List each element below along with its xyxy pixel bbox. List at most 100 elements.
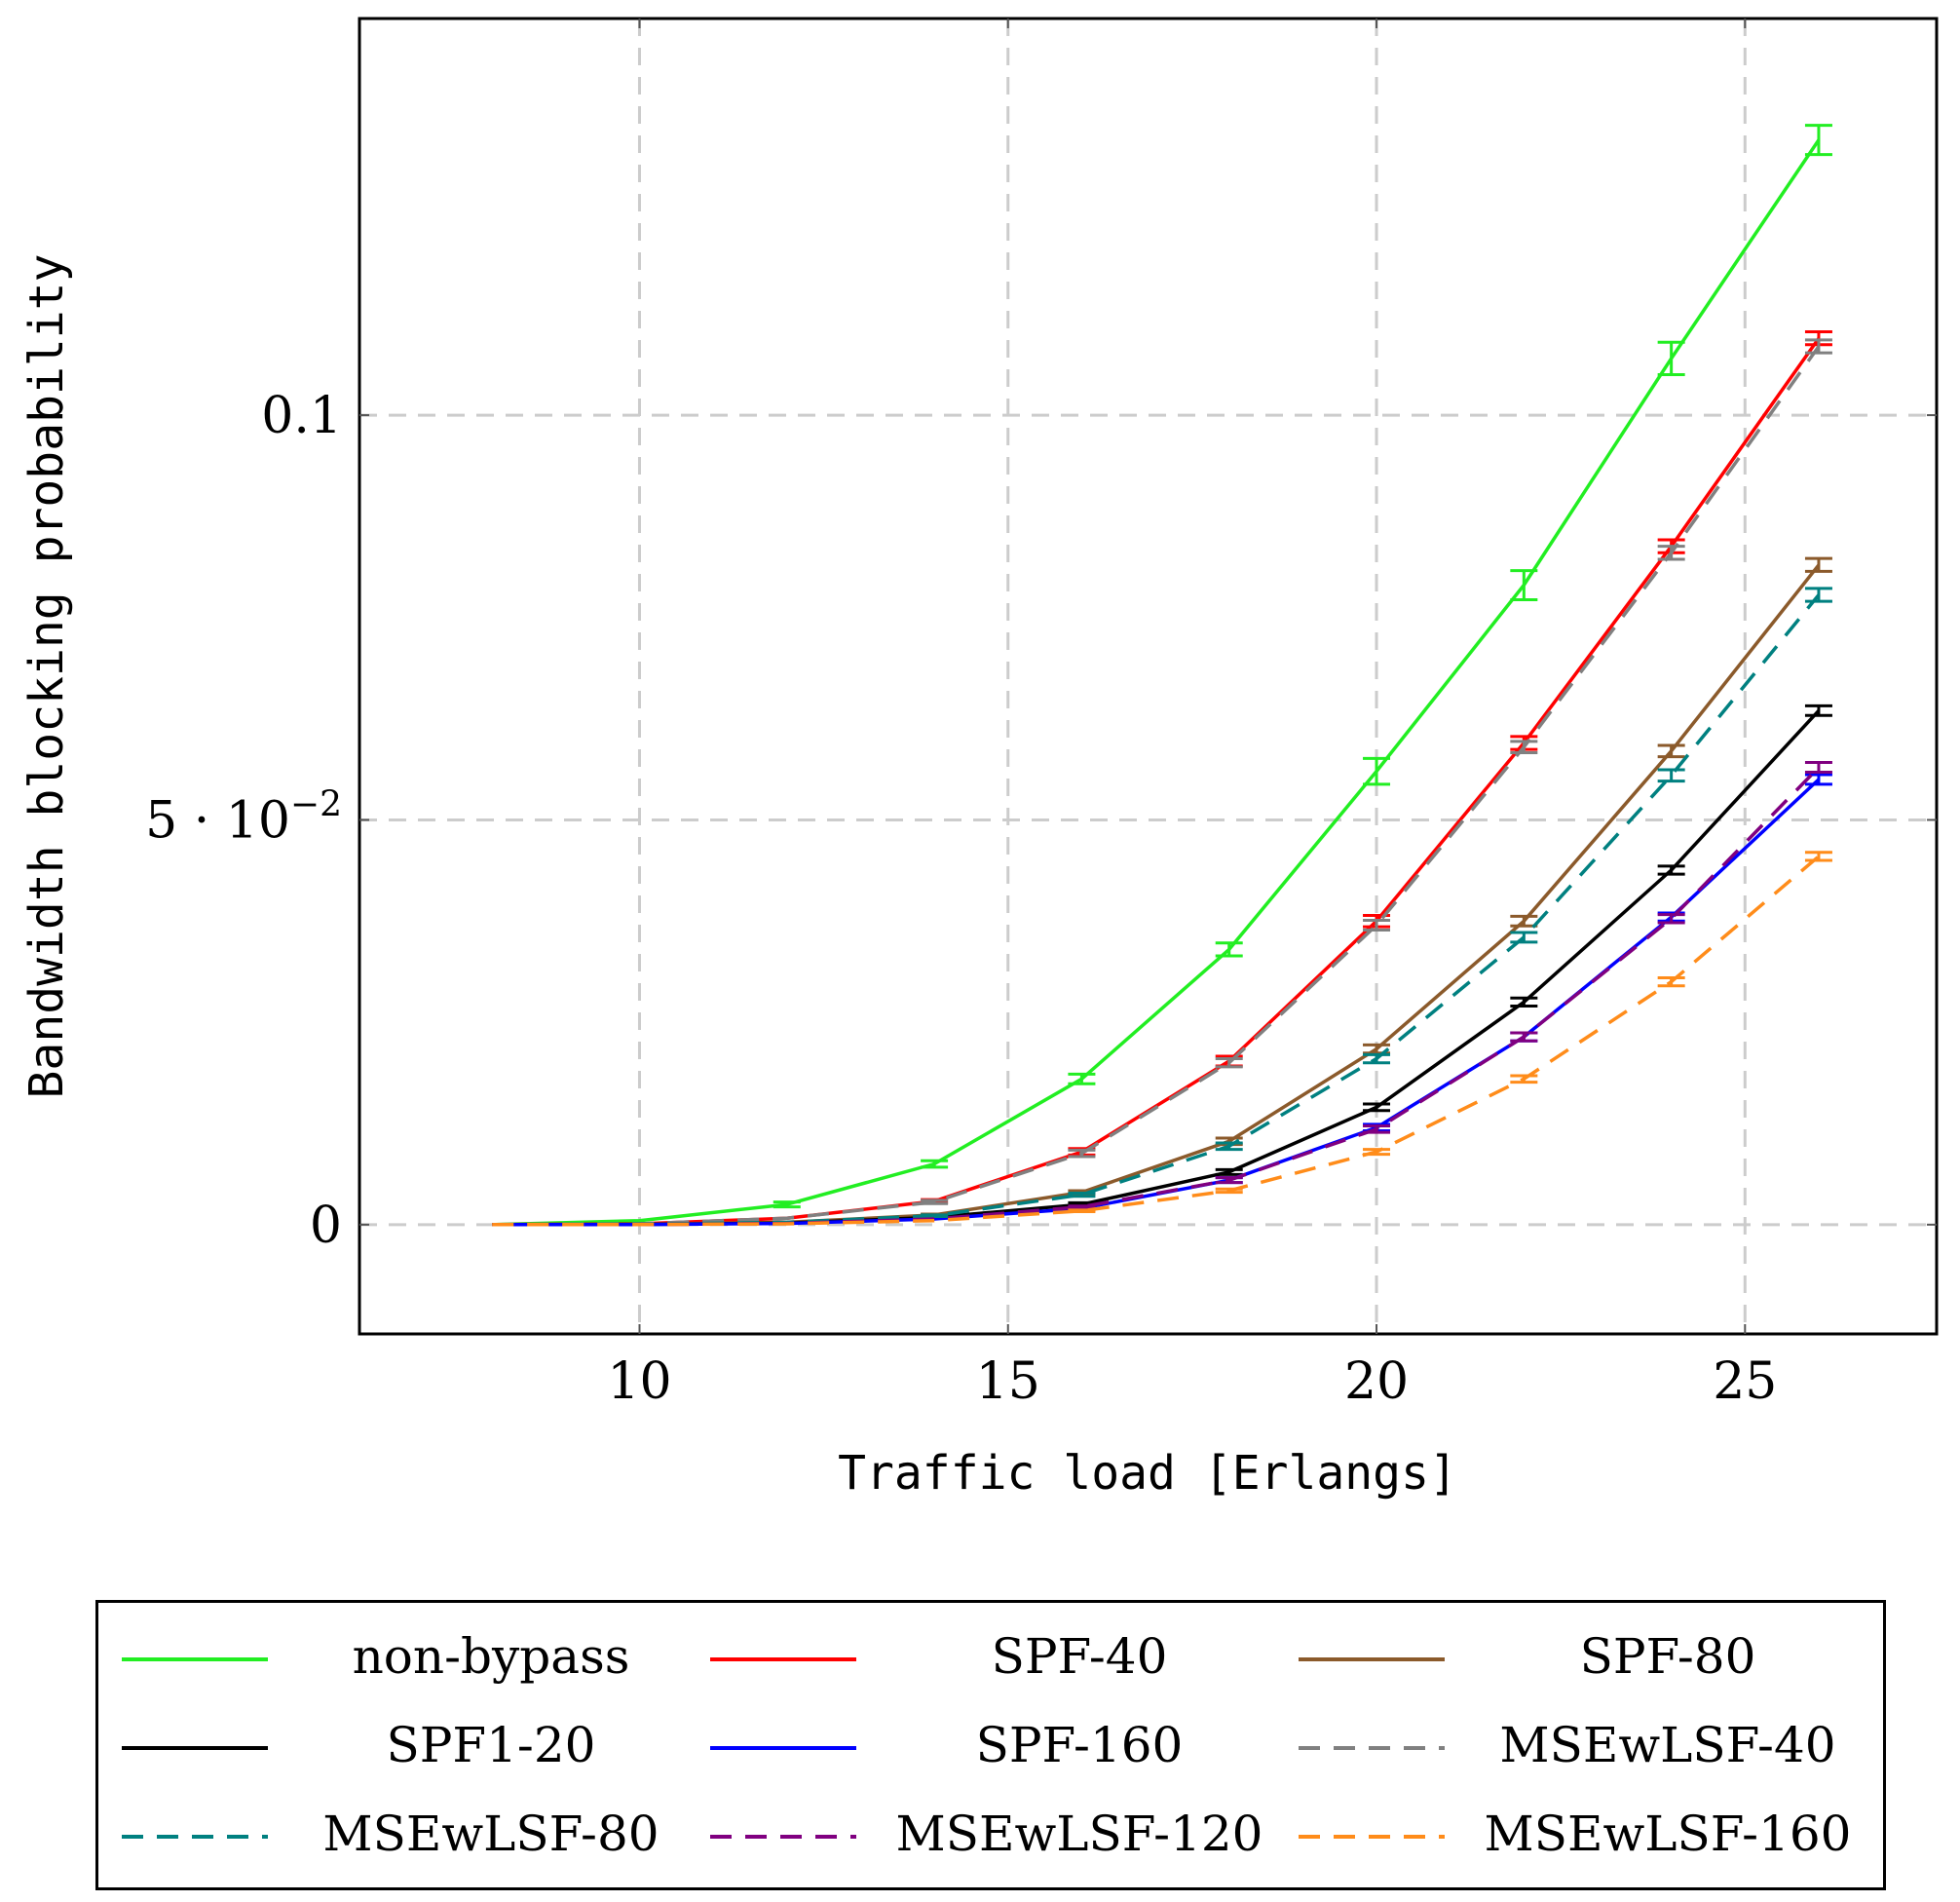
axis-ticks: 10 15 20 25 0 5 · 10−2 0.1 (145, 19, 1937, 1411)
error-bar (1804, 124, 1832, 157)
plot-frame (358, 17, 1939, 1336)
legend-item: SPF1-20 (108, 1701, 697, 1790)
error-bar (1657, 340, 1685, 377)
error-bar (1215, 1141, 1243, 1152)
error-bar (1804, 587, 1832, 603)
error-bar (1068, 1191, 1096, 1198)
series-MSEwLSF-40 (492, 338, 1832, 1227)
error-bar (1215, 1187, 1243, 1195)
series-SPF-160 (492, 773, 1832, 1227)
legend-item: SPF-160 (697, 1701, 1285, 1790)
y-axis-label: Bandwidth blocking probability (19, 254, 74, 1099)
legend-swatch (122, 1740, 268, 1750)
legend-item: MSEwLSF-80 (108, 1789, 697, 1878)
y-tick-label: 5 · 10−2 (145, 784, 342, 850)
error-bar (921, 1198, 949, 1205)
error-bar (1068, 1148, 1096, 1159)
error-bar (921, 1213, 949, 1219)
error-bar (1804, 338, 1832, 355)
series-SPF-80 (492, 556, 1832, 1227)
error-bar (1510, 931, 1538, 944)
error-bar (1657, 913, 1685, 925)
legend-swatch (1299, 1829, 1445, 1839)
legend-label: SPF1-20 (386, 1716, 596, 1773)
series-line (492, 138, 1821, 1227)
error-bar (1215, 941, 1243, 958)
error-bar (1363, 1052, 1391, 1065)
error-bar (1363, 1102, 1391, 1113)
legend-label: MSEwLSF-40 (1499, 1716, 1836, 1773)
error-bar (1363, 756, 1391, 786)
error-bar (1363, 1148, 1391, 1157)
error-bar (1510, 569, 1538, 601)
error-bar (1804, 851, 1832, 862)
legend-item: MSEwLSF-120 (697, 1789, 1285, 1878)
legend-label: MSEwLSF-160 (1484, 1805, 1852, 1862)
legend-item: SPF-80 (1285, 1613, 1873, 1701)
error-bar (1804, 704, 1832, 717)
error-bar (1363, 918, 1391, 932)
x-axis-label: Traffic load [Erlangs] (838, 1446, 1457, 1501)
x-tick-label: 10 (607, 1352, 671, 1411)
series-SPF1-20 (492, 704, 1832, 1227)
error-bar (773, 1200, 801, 1209)
legend-label: MSEwLSF-120 (895, 1805, 1263, 1862)
error-bar (1804, 556, 1832, 573)
error-bar (1657, 768, 1685, 783)
legend-swatch (1299, 1740, 1445, 1750)
legend-item: MSEwLSF-40 (1285, 1701, 1873, 1790)
y-tick-label-text: 0.1 (261, 387, 342, 445)
error-bar (1657, 545, 1685, 561)
error-bar (1215, 1176, 1243, 1185)
series-line (492, 766, 1821, 1227)
legend-label: SPF-160 (975, 1716, 1184, 1773)
legend-swatch (1299, 1652, 1445, 1662)
legend-item: MSEwLSF-160 (1285, 1789, 1873, 1878)
series-MSEwLSF-160 (492, 851, 1832, 1227)
series-line (492, 593, 1821, 1227)
grid-lines (359, 19, 1937, 1334)
x-tick-label: 25 (1713, 1352, 1777, 1411)
error-bar (1363, 1123, 1391, 1134)
series-non-bypass (492, 124, 1832, 1227)
chart: 10 15 20 25 0 5 · 10−2 0.1 Traffic load [Erlan… (19, 17, 1939, 1501)
x-tick-label: 20 (1344, 1352, 1409, 1411)
legend-swatch (710, 1740, 856, 1750)
legend-label: MSEwLSF-80 (322, 1805, 660, 1862)
plot-series (492, 124, 1832, 1227)
error-bar (1215, 1167, 1243, 1176)
legend: non-bypass SPF-40 SPF-80 SPF1-20 SPF-160 MSEw… (95, 1600, 1886, 1890)
series-line (492, 709, 1821, 1227)
error-bar (1510, 1074, 1538, 1084)
series-MSEwLSF-120 (492, 760, 1832, 1227)
x-tick-label: 15 (976, 1352, 1040, 1411)
legend-swatch (122, 1829, 268, 1839)
error-bar (1215, 1057, 1243, 1069)
error-bar (1804, 760, 1832, 774)
series-line (492, 563, 1821, 1227)
legend-swatch (710, 1652, 856, 1662)
legend-swatch (710, 1829, 856, 1839)
error-bar (1068, 1072, 1096, 1085)
legend-item: SPF-40 (697, 1613, 1285, 1701)
y-tick-label: 0.1 (261, 387, 342, 445)
error-bar (1657, 864, 1685, 876)
error-bar (1657, 743, 1685, 759)
legend-item: non-bypass (108, 1613, 697, 1701)
series-line (492, 778, 1821, 1227)
y-tick-label: 0 (310, 1197, 342, 1255)
error-bar (1510, 1031, 1538, 1043)
legend-label: SPF-80 (1579, 1628, 1756, 1686)
error-bar (1510, 996, 1538, 1008)
y-tick-label-text: 0 (310, 1197, 342, 1255)
legend-label: SPF-40 (991, 1628, 1168, 1686)
error-bar (1657, 975, 1685, 988)
series-line (492, 337, 1821, 1227)
y-tick-label-text: 5 · 10 (145, 791, 290, 850)
legend-swatch (122, 1652, 268, 1662)
series-SPF-40 (492, 330, 1832, 1227)
y-tick-label-exponent: −2 (290, 784, 342, 824)
error-bar (1068, 1204, 1096, 1209)
error-bar (1068, 1208, 1096, 1214)
series-line (492, 855, 1821, 1227)
